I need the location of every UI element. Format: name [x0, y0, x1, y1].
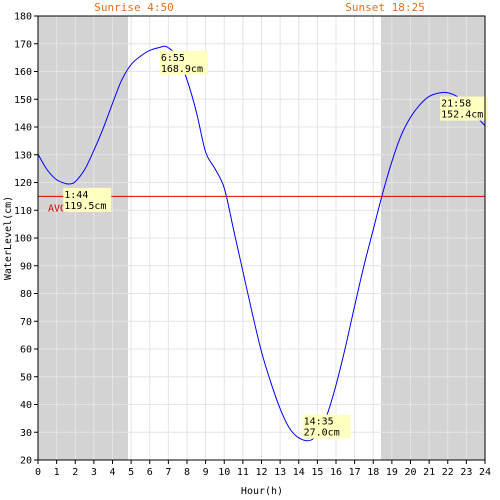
x-tick-label: 18: [367, 467, 379, 478]
x-tick-label: 10: [218, 467, 230, 478]
extreme-level: 119.5cm: [64, 201, 106, 212]
x-tick-label: 14: [293, 467, 305, 478]
y-tick-label: 30: [20, 428, 32, 439]
x-tick-label: 0: [35, 467, 41, 478]
x-tick-label: 9: [203, 467, 209, 478]
x-tick-label: 2: [72, 467, 78, 478]
x-tick-label: 11: [237, 467, 249, 478]
x-tick-label: 4: [109, 467, 115, 478]
y-tick-label: 150: [14, 95, 32, 106]
y-tick-label: 110: [14, 206, 32, 217]
x-tick-label: 6: [147, 467, 153, 478]
extreme-label-box: [440, 96, 489, 121]
y-tick-label: 180: [14, 12, 32, 23]
x-tick-label: 12: [255, 467, 267, 478]
y-axis-title: WaterLevel(cm): [3, 196, 14, 280]
extreme-level: 27.0cm: [304, 428, 340, 439]
y-tick-label: 140: [14, 123, 32, 134]
y-tick-label: 170: [14, 39, 32, 50]
x-tick-label: 3: [91, 467, 97, 478]
y-tick-label: 80: [20, 289, 32, 300]
x-tick-label: 1: [54, 467, 60, 478]
y-tick-label: 90: [20, 261, 32, 272]
y-tick-label: 130: [14, 150, 32, 161]
x-tick-label: 24: [479, 467, 491, 478]
extreme-label-box: [302, 414, 351, 439]
y-tick-label: 50: [20, 372, 32, 383]
x-tick-label: 17: [349, 467, 361, 478]
extreme-label-box: [63, 187, 112, 212]
y-tick-label: 70: [20, 317, 32, 328]
x-tick-label: 8: [184, 467, 190, 478]
extreme-time: 14:35: [304, 417, 334, 428]
x-tick-label: 15: [311, 467, 323, 478]
tide-curve: [37, 45, 486, 442]
extreme-level: 152.4cm: [441, 110, 483, 121]
x-tick-label: 13: [274, 467, 286, 478]
x-tick-label: 19: [386, 467, 398, 478]
y-tick-label: 120: [14, 178, 32, 189]
y-tick-label: 160: [14, 67, 32, 78]
y-tick-label: 100: [14, 234, 32, 245]
x-axis-title: Hour(h): [241, 486, 283, 497]
sunset-label: Sunset 18:25: [345, 1, 424, 14]
x-tick-label: 21: [423, 467, 435, 478]
extreme-level: 168.9cm: [161, 64, 203, 75]
x-tick-label: 7: [165, 467, 171, 478]
y-tick-label: 60: [20, 345, 32, 356]
x-tick-label: 16: [330, 467, 342, 478]
sunrise-label: Sunrise 4:50: [94, 1, 173, 14]
extreme-time: 1:44: [64, 190, 88, 201]
x-tick-label: 5: [128, 467, 134, 478]
y-tick-label: 40: [20, 400, 32, 411]
y-tick-label: 20: [20, 456, 32, 467]
x-tick-label: 23: [460, 467, 472, 478]
x-tick-label: 22: [442, 467, 454, 478]
extreme-label-box: [159, 50, 208, 75]
extreme-time: 6:55: [161, 53, 185, 64]
extreme-time: 21:58: [441, 99, 471, 110]
x-tick-label: 20: [404, 467, 416, 478]
